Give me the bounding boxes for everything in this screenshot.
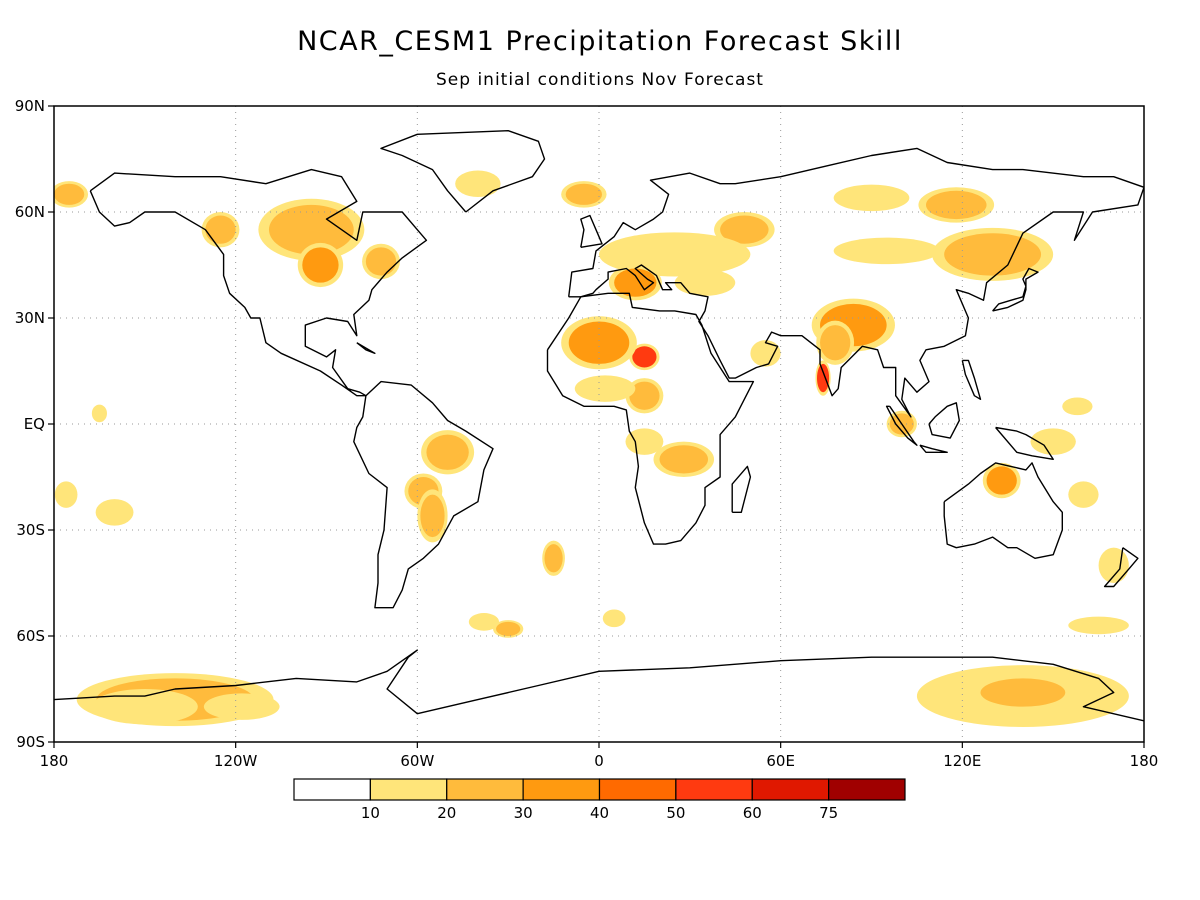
skill-region	[1035, 431, 1072, 453]
lon-tick-label: 180	[40, 752, 69, 770]
legend-swatch	[446, 778, 524, 801]
lon-tick-label: 120E	[943, 752, 981, 770]
skill-region	[568, 321, 630, 364]
skill-region	[302, 247, 339, 283]
lon-tick-label: 120W	[214, 752, 258, 770]
lat-tick-label: 90S	[16, 733, 45, 751]
legend-label: 75	[819, 804, 838, 822]
skill-region	[471, 614, 497, 629]
legend-swatch	[751, 778, 830, 801]
skill-region	[459, 173, 497, 195]
skill-region	[980, 678, 1066, 707]
lon-tick-label: 180	[1130, 752, 1159, 770]
skill-region	[817, 363, 830, 393]
legend-swatch	[293, 778, 371, 801]
chart-subtitle: Sep initial conditions Nov Forecast	[436, 70, 764, 90]
skill-region	[544, 544, 563, 573]
skill-region	[1071, 484, 1096, 506]
legend-label: 40	[590, 804, 609, 822]
skill-region	[720, 215, 769, 244]
skill-region	[205, 215, 236, 244]
legend-swatch	[522, 778, 601, 801]
skill-region	[211, 696, 272, 718]
skill-region	[926, 190, 987, 220]
coastline	[731, 465, 752, 513]
legend-label: 50	[666, 804, 685, 822]
skill-region	[420, 494, 445, 538]
skill-region	[629, 381, 660, 410]
skill-region	[820, 325, 851, 361]
coastline	[992, 267, 1039, 312]
coastline	[353, 380, 494, 609]
skill-region	[944, 233, 1042, 276]
coastline	[580, 214, 603, 248]
skill-region	[268, 204, 354, 255]
skill-region	[565, 183, 603, 205]
skill-region	[57, 484, 76, 506]
legend-label: 20	[437, 804, 456, 822]
lat-tick-label: 60N	[15, 203, 45, 221]
lat-tick-label: 30S	[16, 521, 45, 539]
legend-swatch	[828, 778, 906, 801]
coastline	[1103, 547, 1139, 588]
lon-tick-label: 60E	[766, 752, 795, 770]
coastline	[568, 147, 1144, 418]
lon-tick-label: 0	[594, 752, 604, 770]
color-legend: 10 20 30 40 50 60 75	[293, 778, 906, 822]
skill-region	[632, 346, 657, 368]
skill-region	[659, 445, 708, 474]
map-gridlines	[54, 106, 1144, 742]
lat-tick-label: EQ	[24, 415, 45, 433]
skill-region	[1101, 551, 1126, 580]
coastline	[995, 426, 1054, 460]
coastlines	[54, 129, 1144, 722]
skill-region	[1065, 399, 1090, 414]
legend-swatch	[598, 778, 677, 801]
legend-swatch	[675, 778, 753, 801]
skill-region	[365, 247, 397, 276]
skill-region	[614, 236, 736, 273]
legend-label: 30	[514, 804, 533, 822]
skill-region	[844, 240, 930, 262]
coastline	[380, 129, 546, 213]
chart-title: NCAR_CESM1 Precipitation Forecast Skill	[297, 26, 903, 57]
skill-region	[605, 611, 624, 626]
skill-region	[680, 272, 730, 294]
skill-regions	[54, 170, 1129, 727]
skill-region	[426, 434, 469, 470]
lat-tick-label: 60S	[16, 627, 45, 645]
skill-region	[580, 378, 630, 400]
skill-region	[629, 431, 660, 453]
coastline	[961, 359, 982, 400]
coastline	[928, 402, 960, 439]
coastline	[356, 342, 376, 354]
skill-region	[102, 692, 188, 721]
skill-region	[54, 183, 85, 205]
skill-region	[1074, 618, 1123, 633]
lat-tick-label: 30N	[15, 309, 45, 327]
legend-swatch	[369, 778, 448, 801]
skill-region	[986, 466, 1017, 495]
legend-label: 10	[361, 804, 380, 822]
skill-region	[614, 268, 657, 297]
coastline	[885, 405, 918, 446]
coastline	[919, 444, 948, 453]
skill-region	[99, 501, 130, 523]
lon-tick-label: 60W	[400, 752, 434, 770]
skill-region	[496, 621, 521, 637]
coastline	[89, 168, 428, 397]
coastline	[54, 649, 1144, 722]
legend-label: 60	[743, 804, 762, 822]
coastline	[943, 462, 1064, 559]
lat-tick-label: 90N	[15, 97, 45, 115]
skill-region	[93, 406, 106, 421]
coastline	[546, 292, 755, 545]
skill-region	[841, 187, 902, 209]
